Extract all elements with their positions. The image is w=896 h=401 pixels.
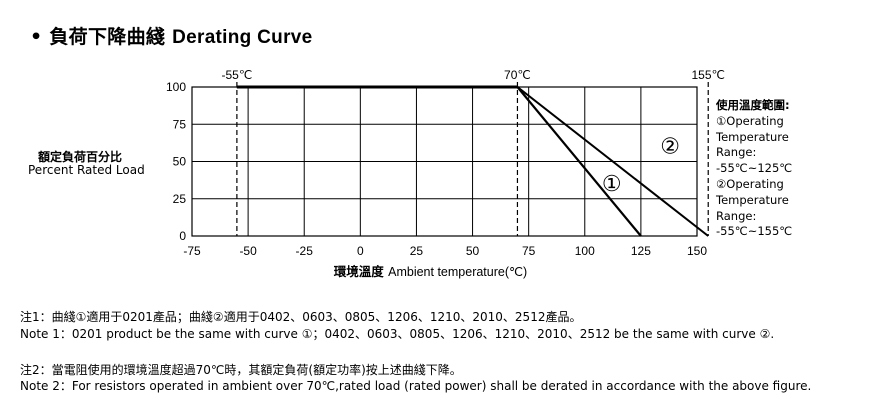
note-1-en: Note 1：0201 product be the same with cur… bbox=[20, 327, 775, 341]
x-tick-label: -50 bbox=[239, 244, 257, 258]
y-axis-label-en: Percent Rated Load bbox=[28, 163, 145, 177]
note-1-zh: 注1：曲綫①適用于0201產品；曲綫②適用于0402、0603、0805、120… bbox=[20, 310, 582, 324]
temperature-range-legend: 使用溫度範圍: ①Operating Temperature Range: -5… bbox=[716, 98, 836, 240]
x-tick-label: 125 bbox=[631, 244, 651, 258]
x-tick-label: 75 bbox=[522, 244, 536, 258]
heading-en: Derating Curve bbox=[172, 27, 313, 48]
x-tick-label: -75 bbox=[183, 244, 201, 258]
legend-line: Range: bbox=[716, 208, 757, 223]
legend-line: -55℃~155℃ bbox=[716, 224, 793, 239]
series-label: ② bbox=[660, 134, 680, 159]
legend-line: Temperature bbox=[716, 192, 789, 207]
legend-line: ②Operating bbox=[716, 176, 784, 191]
y-tick-label: 75 bbox=[173, 117, 187, 131]
x-tick-label: 150 bbox=[687, 244, 707, 258]
series-label: ① bbox=[602, 171, 622, 196]
chart-heading: • 負荷下降曲綫 Derating Curve bbox=[30, 22, 313, 49]
x-axis-label: 環境溫度 Ambient temperature(℃) bbox=[334, 264, 527, 279]
x-tick-label: 0 bbox=[357, 244, 364, 258]
legend-line: ①Operating bbox=[716, 113, 784, 128]
y-tick-label: 100 bbox=[166, 80, 186, 94]
y-axis-label-zh: 額定負荷百分比 bbox=[38, 150, 123, 164]
y-tick-label: 0 bbox=[179, 229, 186, 243]
bullet: • bbox=[30, 26, 43, 48]
reference-label: 155℃ bbox=[691, 68, 725, 82]
legend-line: -55℃~125℃ bbox=[716, 161, 793, 176]
x-tick-label: 25 bbox=[410, 244, 424, 258]
derating-chart: -75 -50 -25 0 25 50 75 100 125 150 100 75 50 25 0 環境溫度 … bbox=[166, 68, 725, 279]
legend-line: Range: bbox=[716, 145, 757, 160]
y-tick-label: 25 bbox=[173, 192, 187, 206]
reference-label: 70℃ bbox=[504, 68, 531, 82]
x-tick-label: -25 bbox=[296, 244, 314, 258]
x-tick-label: 50 bbox=[466, 244, 480, 258]
x-tick-label: 100 bbox=[575, 244, 595, 258]
reference-label: -55℃ bbox=[221, 68, 252, 82]
heading-zh: 負荷下降曲綫 bbox=[49, 26, 166, 48]
y-tick-label: 50 bbox=[173, 155, 187, 169]
legend-line: Temperature bbox=[716, 129, 789, 144]
note-2-en: Note 2：For resistors operated in ambient… bbox=[20, 379, 812, 393]
legend-title: 使用溫度範圍: bbox=[716, 98, 790, 112]
note-2-zh: 注2：當電阻使用的環境溫度超過70℃時，其額定負荷(額定功率)按上述曲綫下降。 bbox=[20, 363, 462, 377]
